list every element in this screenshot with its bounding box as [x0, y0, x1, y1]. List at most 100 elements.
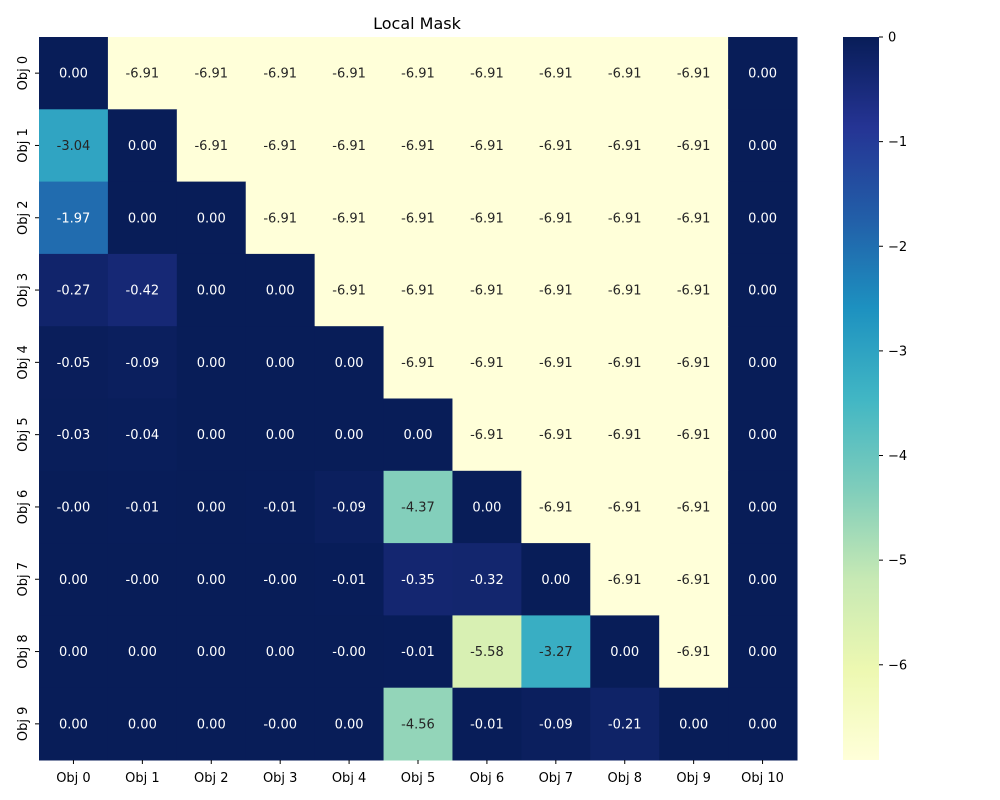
cell-value-label: -6.91 [608, 139, 642, 154]
heatmap-cell-labels: 0.00 -6.91 -6.91 -6.91 -6.91 -6.91 -6.91 -6.91 -… [57, 67, 777, 733]
heatmap-cell [39, 181, 109, 255]
heatmap-cell [39, 253, 109, 327]
heatmap-cell [728, 470, 798, 544]
heatmap-cell [590, 326, 660, 399]
cell-value-label: 0.00 [59, 573, 88, 588]
heatmap-cell [521, 181, 591, 255]
heatmap-cell [383, 37, 453, 110]
cell-value-label: 0.00 [748, 500, 777, 515]
heatmap-cell [245, 326, 316, 399]
cell-value-label: -0.04 [126, 428, 160, 443]
heatmap-cell [521, 253, 591, 327]
cell-value-label: -6.91 [608, 428, 642, 443]
cell-value-label: -6.91 [126, 67, 160, 82]
heatmap-cell [314, 181, 385, 255]
cell-value-label: -6.91 [194, 67, 228, 82]
cell-value-label: 0.00 [197, 717, 226, 732]
y-tick-label: Obj 4 [16, 345, 31, 380]
cell-value-label: -0.09 [539, 717, 573, 732]
heatmap-cells [39, 37, 798, 761]
cell-value-label: -6.91 [608, 67, 642, 82]
heatmap-cell [521, 470, 591, 544]
heatmap-cell [521, 109, 591, 183]
x-tick-label: Obj 8 [607, 771, 642, 786]
cell-value-label: -6.91 [677, 500, 711, 515]
cell-value-label: 0.00 [197, 500, 226, 515]
heatmap-cell [314, 615, 385, 689]
cell-value-label: 0.00 [748, 211, 777, 226]
cell-value-label: -6.91 [608, 500, 642, 515]
heatmap-cell [521, 326, 591, 399]
heatmap-cell [39, 687, 109, 761]
y-tick-label: Obj 3 [16, 273, 31, 308]
heatmap-cell [107, 687, 178, 761]
cell-value-label: -1.97 [57, 211, 91, 226]
cell-value-label: -0.00 [263, 717, 297, 732]
heatmap-cell [521, 687, 591, 761]
heatmap-cell [590, 398, 660, 472]
heatmap-cell [728, 181, 798, 255]
cell-value-label: -6.91 [539, 356, 573, 371]
cell-value-label: -6.91 [263, 67, 297, 82]
heatmap-cell [452, 615, 522, 689]
heatmap-cell [659, 398, 729, 472]
cell-value-label: 0.00 [404, 428, 433, 443]
cell-value-label: -6.91 [470, 211, 504, 226]
heatmap-cell [659, 687, 729, 761]
heatmap-cell [728, 398, 798, 472]
heatmap-cell [176, 615, 247, 689]
y-axis: Obj 0 Obj 1 Obj 2 Obj 3 Obj 4 Obj 5 Obj 6 Obj 7… [16, 56, 39, 741]
colorbar-ticks: 0 −1 −2 −3 −4 −5 −6 [879, 31, 907, 673]
heatmap-cell [107, 326, 178, 399]
heatmap-cell [452, 37, 522, 110]
heatmap-cell [107, 109, 178, 183]
cell-value-label: 0.00 [748, 717, 777, 732]
cell-value-label: 0.00 [679, 717, 708, 732]
cell-value-label: -6.91 [470, 67, 504, 82]
colorbar-tick-label: −3 [888, 344, 907, 359]
cell-value-label: 0.00 [128, 211, 157, 226]
y-tick-label: Obj 6 [16, 490, 31, 525]
cell-value-label: -6.91 [608, 356, 642, 371]
cell-value-label: -6.91 [677, 211, 711, 226]
cell-value-label: -6.91 [470, 428, 504, 443]
cell-value-label: -6.91 [608, 284, 642, 299]
heatmap-cell [39, 615, 109, 689]
heatmap-cell [728, 543, 798, 616]
heatmap-cell [314, 109, 385, 183]
cell-value-label: -5.58 [470, 645, 504, 660]
heatmap-cell [659, 470, 729, 544]
heatmap-cell [728, 326, 798, 399]
heatmap-cell [659, 109, 729, 183]
cell-value-label: -0.00 [57, 500, 91, 515]
heatmap-cell [314, 37, 385, 110]
cell-value-label: -6.91 [677, 428, 711, 443]
heatmap-cell [590, 470, 660, 544]
x-tick-label: Obj 6 [470, 771, 505, 786]
heatmap-cell [314, 470, 385, 544]
heatmap-cell [176, 181, 247, 255]
cell-value-label: 0.00 [335, 428, 364, 443]
y-tick-label: Obj 7 [16, 562, 31, 597]
cell-value-label: -6.91 [332, 284, 366, 299]
cell-value-label: -6.91 [263, 139, 297, 154]
heatmap-cell [107, 470, 178, 544]
cell-value-label: -0.03 [57, 428, 91, 443]
heatmap-cell [521, 615, 591, 689]
heatmap-cell [452, 253, 522, 327]
x-tick-label: Obj 4 [332, 771, 367, 786]
cell-value-label: -0.21 [608, 717, 642, 732]
colorbar-tick-label: 0 [888, 31, 896, 46]
heatmap-cell [314, 253, 385, 327]
heatmap-cell [659, 326, 729, 399]
heatmap-cell [383, 470, 453, 544]
heatmap-cell [107, 181, 178, 255]
heatmap-cell [176, 109, 247, 183]
heatmap-cell [728, 109, 798, 183]
heatmap-cell [39, 470, 109, 544]
heatmap-cell [383, 109, 453, 183]
cell-value-label: 0.00 [748, 139, 777, 154]
cell-value-label: -6.91 [677, 284, 711, 299]
heatmap-cell [39, 326, 109, 399]
x-tick-label: Obj 5 [401, 771, 436, 786]
